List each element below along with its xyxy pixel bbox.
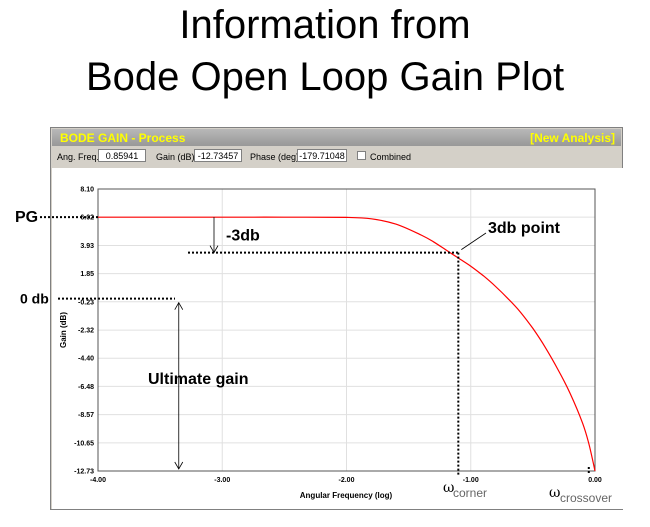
bode-gain-window: BODE GAIN - Process [New Analysis] Ang. … xyxy=(50,127,623,510)
y-tick-label: 1.85 xyxy=(80,271,94,278)
x-tick-label: -2.00 xyxy=(339,477,355,484)
y-tick-label: -12.73 xyxy=(74,469,94,476)
slide-title-line2: Bode Open Loop Gain Plot xyxy=(85,55,565,99)
slide-title-line1: Information from xyxy=(179,3,471,47)
y-tick-label: -8.57 xyxy=(78,412,94,419)
tick-labels: 8.10 6.02 3.93 1.85 -0.23 -2.32 -4.40 -6.48 -8.5… xyxy=(74,187,602,485)
y-tick-label: 3.93 xyxy=(80,243,94,250)
y-tick-label: 8.10 xyxy=(80,187,94,194)
phase-field[interactable]: -179.71048 xyxy=(297,149,347,162)
minus3db-label: -3db xyxy=(226,228,260,245)
omega-corner-label: corner xyxy=(453,486,487,500)
plot-frame xyxy=(97,188,596,472)
ang-freq-field[interactable]: 0.85941 xyxy=(98,149,146,162)
omega-crossover-symbol: ω xyxy=(549,485,560,501)
gain-label: Gain (dB) xyxy=(156,152,195,162)
window-title: BODE GAIN - Process xyxy=(60,131,186,145)
x-tick-label: 0.00 xyxy=(588,477,602,484)
minus3db-arrowhead xyxy=(209,245,219,254)
ultimate-gain-label: Ultimate gain xyxy=(148,371,248,388)
x-tick-label: -3.00 xyxy=(214,477,230,484)
readout-bar: Ang. Freq. 0.85941 Gain (dB) -12.73457 P… xyxy=(52,147,621,167)
phase-label: Phase (deg) xyxy=(250,152,300,162)
y-tick-label: -4.40 xyxy=(78,356,94,363)
window-titlebar: BODE GAIN - Process [New Analysis] xyxy=(52,129,621,146)
combined-label: Combined xyxy=(370,152,412,162)
omega-corner-symbol: ω xyxy=(443,480,454,496)
y-tick-label: -6.48 xyxy=(78,384,94,391)
plot-area xyxy=(52,168,623,509)
pg-label: PG xyxy=(15,209,38,226)
y-tick-label: -2.32 xyxy=(78,328,94,335)
y-tick-label: -10.65 xyxy=(74,440,94,447)
y-tick-label: -0.23 xyxy=(78,299,94,306)
gain-field[interactable]: -12.73457 xyxy=(194,149,242,162)
point3db-label: 3db point xyxy=(488,220,561,237)
combined-checkbox[interactable] xyxy=(357,151,366,160)
y-axis-label: Gain (dB) xyxy=(59,312,68,348)
x-axis-label: Angular Frequency (log) xyxy=(300,491,393,500)
x-tick-label: -4.00 xyxy=(90,477,106,484)
zero-db-label: 0 db xyxy=(20,291,49,307)
new-analysis-link[interactable]: [New Analysis] xyxy=(530,131,615,145)
y-tick-label: 6.02 xyxy=(80,215,94,222)
omega-crossover-label: crossover xyxy=(560,491,612,505)
point3db-pointer xyxy=(461,232,487,250)
x-tick-label: -1.00 xyxy=(463,477,479,484)
ultimate-gain-arrowhead-bottom xyxy=(174,461,184,470)
ang-freq-label: Ang. Freq. xyxy=(57,152,100,162)
gain-curve-line xyxy=(97,216,596,472)
ultimate-gain-arrowhead-top xyxy=(174,301,184,310)
